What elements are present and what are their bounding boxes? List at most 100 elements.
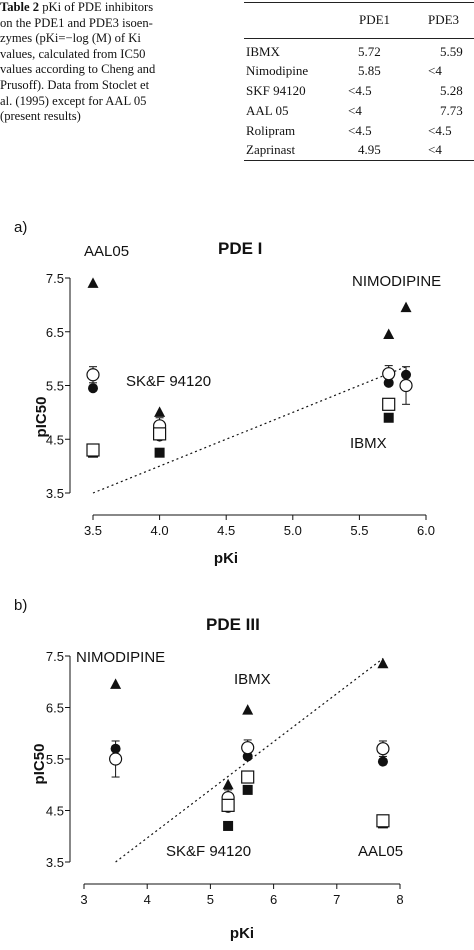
marker-filled-circle — [377, 756, 388, 767]
table-header-pde1: PDE1 — [359, 12, 391, 27]
marker-filled-triangle — [87, 277, 99, 288]
marker-open-square — [376, 814, 390, 828]
marker-filled-triangle — [400, 301, 412, 313]
marker-filled-triangle — [383, 328, 395, 339]
y-tick-label: 5.5 — [46, 379, 64, 394]
y-tick-label: 6.5 — [46, 701, 64, 716]
marker-open-circle — [382, 367, 396, 381]
y-tick-label: 3.5 — [46, 486, 64, 501]
marker-filled-circle — [383, 377, 394, 388]
x-tick-label: 3.5 — [84, 523, 102, 538]
caption-line: on the PDE1 and PDE3 isoen- — [0, 15, 153, 30]
x-tick-label: 5.0 — [284, 523, 302, 538]
pde3-scatter-chart: b) PDE III pIC50 pKi NIMODIPINE IBMX SK&… — [14, 597, 404, 942]
marker-filled-square — [223, 820, 234, 831]
y-tick-label: 7.5 — [46, 271, 64, 286]
caption-line: pKi of PDE inhibitors — [42, 0, 154, 14]
marker-filled-square — [154, 447, 165, 458]
marker-filled-triangle — [110, 678, 122, 689]
table-header-pde3: PDE3 — [428, 12, 460, 27]
table-cell-pde3: <4 — [428, 142, 442, 157]
marker-filled-triangle — [222, 778, 234, 790]
annotation-aal05: AAL05 — [358, 843, 403, 860]
marker-filled-triangle — [242, 704, 254, 715]
y-tick-label: 4.5 — [46, 432, 64, 447]
identity-line — [115, 658, 384, 863]
x-tick-label: 4.0 — [151, 523, 169, 538]
marker-filled-triangle — [154, 406, 166, 417]
marker-open-square — [153, 427, 167, 441]
table-cell-compound: IBMX — [246, 44, 280, 59]
marker-open-square — [86, 443, 100, 457]
table-caption-label: Table 2 — [0, 0, 40, 14]
y-tick-label: 6.5 — [46, 325, 64, 340]
table-cell-compound: AAL 05 — [246, 103, 289, 118]
identity-line — [92, 366, 407, 494]
x-tick-label: 5.5 — [350, 523, 368, 538]
chart-title: PDE III — [206, 615, 260, 634]
panel-label: a) — [14, 219, 27, 236]
table-cell-pde3: 7.73 — [440, 103, 463, 118]
y-tick-label: 3.5 — [46, 855, 64, 870]
caption-line: values, calculated from IC50 — [0, 46, 146, 61]
marker-open-circle — [86, 368, 100, 382]
table-top-rule — [244, 2, 474, 3]
y-axis-label: pIC50 — [33, 397, 50, 438]
marker-open-circle — [376, 742, 390, 756]
caption-line: zymes (pKi=−log (M) of Ki — [0, 31, 141, 46]
marker-open-square — [241, 770, 255, 784]
caption-line: (present results) — [0, 109, 81, 124]
panel-label: b) — [14, 597, 27, 614]
marker-open-square — [221, 798, 235, 812]
table-cell-pde1: <4.5 — [348, 83, 372, 98]
y-axis-label: pIC50 — [31, 744, 48, 785]
caption-line: Prusoff). Data from Stoclet et — [0, 77, 150, 92]
marker-filled-triangle — [377, 657, 389, 669]
y-tick-label: 4.5 — [46, 804, 64, 819]
marker-filled-circle — [242, 751, 253, 762]
y-tick-label: 5.5 — [46, 752, 64, 767]
annotation-ibmx: IBMX — [350, 435, 387, 452]
caption-line: values according to Cheng and — [0, 62, 156, 77]
x-tick-label: 6 — [270, 892, 277, 907]
marker-open-circle — [241, 741, 255, 755]
table-cell-pde3: 5.59 — [440, 44, 463, 59]
x-tick-label: 7 — [333, 892, 340, 907]
table-cell-compound: SKF 94120 — [246, 83, 306, 98]
x-axis-label: pKi — [230, 925, 254, 942]
marker-open-square — [382, 397, 396, 411]
x-tick-label: 4.5 — [217, 523, 235, 538]
marker-filled-circle — [88, 383, 98, 394]
table-cell-pde1: 5.85 — [358, 63, 381, 78]
table-cell-compound: Rolipram — [246, 123, 296, 138]
annotation-aal05: AAL05 — [84, 243, 129, 260]
annotation-skf94120: SK&F 94120 — [126, 373, 211, 390]
table-cell-compound: Zaprinast — [246, 142, 296, 157]
x-tick-label: 6.0 — [417, 523, 435, 538]
table-cell-pde3: <4 — [428, 63, 442, 78]
table-cell-pde1: <4.5 — [348, 123, 372, 138]
table-header-rule — [244, 38, 474, 39]
table-bottom-rule — [244, 160, 474, 161]
table-caption: Table 2 pKi of PDE inhibitors on the PDE… — [0, 0, 232, 125]
x-tick-label: 4 — [144, 892, 151, 907]
table-cell-compound: Nimodipine — [246, 63, 309, 78]
table-cell-pde1: 4.95 — [358, 142, 381, 157]
marker-filled-square — [242, 784, 253, 795]
x-tick-label: 8 — [396, 892, 403, 907]
marker-filled-square — [383, 412, 394, 423]
y-tick-label: 7.5 — [46, 649, 64, 664]
chart-title: PDE I — [218, 239, 262, 258]
caption-line: al. (1995) except for AAL 05 — [0, 93, 147, 108]
annotation-nimodipine: NIMODIPINE — [76, 649, 165, 666]
x-tick-label: 3 — [80, 892, 87, 907]
annotation-nimodipine: NIMODIPINE — [352, 273, 441, 290]
table-cell-pde1: 5.72 — [358, 44, 381, 59]
x-axis-label: pKi — [214, 550, 238, 567]
annotation-ibmx: IBMX — [234, 671, 271, 688]
pde1-scatter-chart: a) PDE I pIC50 pKi AAL05 SK&F 94120 NIMO… — [14, 219, 441, 567]
marker-open-circle — [399, 378, 413, 393]
table-cell-pde1: <4 — [348, 103, 362, 118]
table-cell-pde3: 5.28 — [440, 83, 463, 98]
x-tick-label: 5 — [207, 892, 214, 907]
